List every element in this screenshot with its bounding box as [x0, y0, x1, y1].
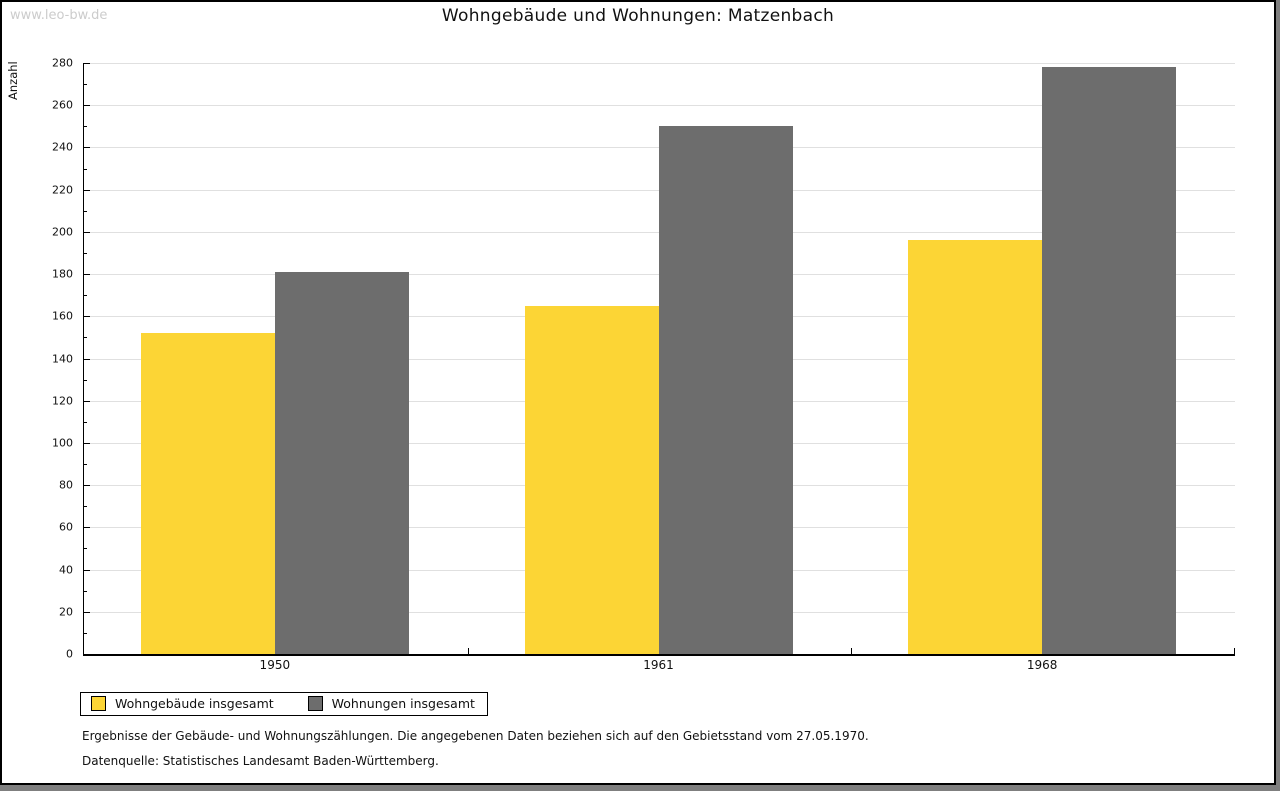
y-axis-tick-label: 180 [52, 267, 73, 281]
bar-wohngebäude-1961 [524, 305, 659, 654]
bar-wohnungen-1961 [658, 126, 793, 654]
y-axis-major-tick [84, 612, 90, 613]
footer-note: Ergebnisse der Gebäude- und Wohnungszähl… [82, 729, 869, 743]
y-axis-tick-label: 160 [52, 309, 73, 323]
y-axis-tick-label: 40 [59, 563, 73, 577]
y-axis-tick-label: 240 [52, 140, 73, 154]
y-axis-minor-tick [84, 253, 87, 254]
y-axis-tick-labels: 20 40 60 80 100 120 140 160 180 200 220 240 260 280 0 [32, 57, 78, 661]
y-axis-major-tick [84, 443, 90, 444]
x-axis-tick-label: 1968 [1026, 658, 1058, 672]
y-axis-minor-tick [84, 169, 87, 170]
y-axis-major-tick [84, 190, 90, 191]
bar-wohngebäude-1950 [141, 333, 276, 654]
y-axis-minor-tick [84, 422, 87, 423]
gridline [84, 63, 1235, 64]
y-axis-tick-label: 0 [66, 647, 73, 661]
y-axis-tick-label: 120 [52, 394, 73, 408]
y-axis-tick-label: 140 [52, 352, 73, 366]
legend-swatch-icon [307, 696, 323, 711]
y-axis-tick-label: 280 [52, 56, 73, 70]
y-axis-major-tick [84, 274, 90, 275]
watermark: www.leo-bw.de [10, 8, 108, 23]
y-axis-tick-label: 260 [52, 98, 73, 112]
x-axis-boundary-tick [1234, 648, 1235, 654]
y-axis-major-tick [84, 485, 90, 486]
footer-source: Datenquelle: Statistisches Landesamt Bad… [82, 754, 439, 768]
bar-wohnungen-1950 [275, 271, 409, 654]
y-axis-minor-tick [84, 633, 87, 634]
y-axis-major-tick [84, 232, 90, 233]
y-axis-minor-tick [84, 380, 87, 381]
y-axis-major-tick [84, 401, 90, 402]
gridline [84, 105, 1235, 106]
bar-wohnungen-1968 [1042, 67, 1177, 654]
y-axis-tick-label: 100 [52, 436, 73, 450]
y-axis-major-tick [84, 359, 90, 360]
x-axis-tick-label: 1950 [259, 658, 291, 672]
y-axis-major-tick [84, 147, 90, 148]
y-axis-tick-label: 20 [59, 605, 73, 619]
y-axis-label: Anzahl [6, 61, 20, 100]
legend-swatch-icon [91, 696, 106, 711]
legend-label: Wohngebäude insgesamt [115, 696, 274, 711]
y-axis-tick-label: 60 [59, 520, 73, 534]
legend-label: Wohnungen insgesamt [331, 696, 475, 711]
y-axis-minor-tick [84, 126, 87, 127]
y-axis-minor-tick [84, 506, 87, 507]
y-axis-tick-label: 220 [52, 183, 73, 197]
legend: Wohngebäude insgesamt Wohnungen insgesamt [80, 692, 488, 716]
y-axis-tick-label: 200 [52, 225, 73, 239]
y-axis-minor-tick [84, 337, 87, 338]
x-axis-tick-labels: 1950 1961 1968 [83, 658, 1234, 674]
y-axis-minor-tick [84, 295, 87, 296]
chart-title: Wohngebäude und Wohnungen: Matzenbach [441, 6, 835, 26]
x-axis-boundary-tick [468, 648, 469, 654]
y-axis-major-tick [84, 105, 90, 106]
bar-wohngebäude-1968 [908, 240, 1043, 654]
y-axis-minor-tick [84, 464, 87, 465]
legend-item: Wohngebäude insgesamt [91, 696, 274, 711]
y-axis-major-tick [84, 570, 90, 571]
y-axis-major-tick [84, 63, 90, 64]
legend-item: Wohnungen insgesamt [307, 696, 475, 711]
y-axis-minor-tick [84, 548, 87, 549]
x-axis-boundary-tick [851, 648, 852, 654]
y-axis-minor-tick [84, 84, 87, 85]
y-axis-minor-tick [84, 211, 87, 212]
x-axis-tick-label: 1961 [643, 658, 674, 672]
plot-area [83, 63, 1235, 656]
y-axis-minor-tick [84, 591, 87, 592]
y-axis-major-tick [84, 527, 90, 528]
y-axis-major-tick [84, 316, 90, 317]
y-axis-tick-label: 80 [59, 478, 73, 492]
